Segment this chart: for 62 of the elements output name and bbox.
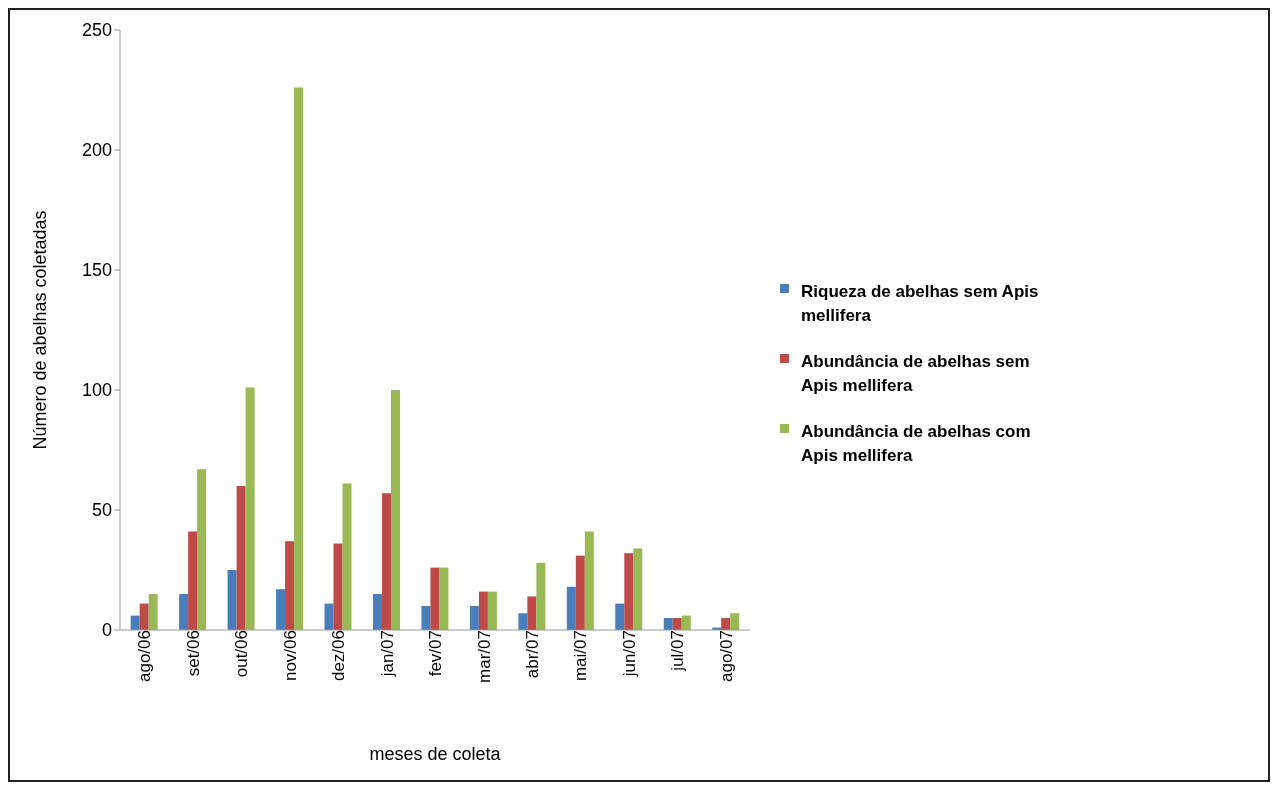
bar: [390, 390, 400, 630]
bar: [624, 553, 634, 630]
x-tick-label: mai/07: [571, 630, 591, 682]
bar: [575, 555, 585, 630]
x-tick-label: dez/06: [329, 630, 349, 682]
bar: [518, 613, 528, 630]
x-tick-label: ago/07: [716, 630, 736, 682]
y-tick-label: 100: [81, 380, 112, 401]
x-tick-label: set/06: [183, 630, 203, 677]
y-axis-title: Número de abelhas coletadas: [30, 210, 51, 450]
bar: [324, 603, 334, 630]
bar: [276, 589, 286, 630]
bar: [227, 570, 237, 630]
bar: [197, 469, 207, 630]
bar: [536, 562, 546, 630]
y-tick-label: 250: [81, 20, 112, 41]
bar: [236, 486, 246, 630]
bar: [333, 543, 343, 630]
bar: [487, 591, 497, 630]
bar: [294, 87, 304, 630]
x-axis-title: meses de coleta: [369, 744, 502, 764]
x-tick-label: jun/07: [619, 630, 639, 678]
bar: [681, 615, 691, 630]
bar: [730, 613, 740, 630]
bar: [469, 606, 479, 630]
bar: [584, 531, 594, 630]
bar: [148, 594, 158, 630]
bar: [381, 493, 391, 630]
legend-label: Riqueza de abelhas sem Apis mellifera: [801, 281, 1040, 327]
legend-label: Abundância de abelhas com Apis mellifera: [801, 421, 1032, 467]
bar: [372, 594, 382, 630]
y-tick-label: 200: [81, 140, 112, 161]
bar: [285, 541, 295, 630]
bar: [663, 618, 673, 630]
legend-label: Abundância de abelhas sem Apis mellifera: [801, 351, 1031, 397]
bar: [130, 615, 140, 630]
bar: [421, 606, 431, 630]
bar: [139, 603, 149, 630]
bar: [179, 594, 189, 630]
bar: [439, 567, 449, 630]
x-tick-label: abr/07: [522, 630, 542, 679]
bar: [721, 618, 731, 630]
x-tick-label: fev/07: [426, 630, 446, 677]
y-tick-label: 50: [91, 500, 112, 521]
bar: [566, 586, 576, 630]
x-tick-label: mar/07: [474, 630, 494, 683]
y-tick-label: 150: [81, 260, 112, 281]
bar: [245, 387, 255, 630]
bar: [342, 483, 352, 630]
bar: [527, 596, 537, 630]
bar: [633, 548, 643, 630]
x-tick-label: out/06: [232, 630, 252, 678]
x-tick-label: jul/07: [668, 630, 688, 672]
bar: [430, 567, 440, 630]
bar: [188, 531, 198, 630]
x-tick-label: ago/06: [135, 630, 155, 682]
bar: [478, 591, 488, 630]
bar: [672, 618, 682, 630]
y-tick-label: 0: [101, 620, 112, 641]
x-tick-label: nov/06: [280, 630, 300, 682]
x-tick-label: jan/07: [377, 630, 397, 678]
bar: [615, 603, 625, 630]
